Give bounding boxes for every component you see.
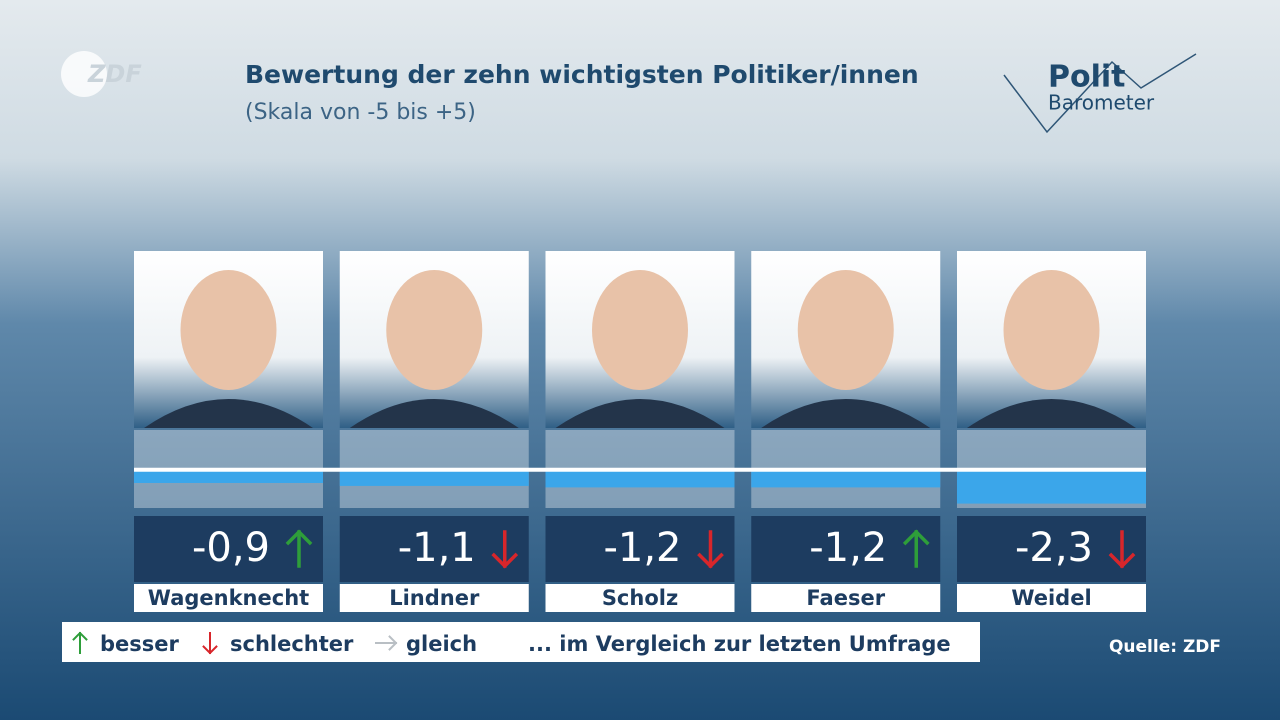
legend-label: schlechter	[230, 632, 354, 656]
source: Quelle: ZDF	[1109, 637, 1221, 657]
logo-circle	[61, 51, 107, 97]
value-box	[957, 516, 1146, 582]
value-box	[134, 516, 323, 582]
trend-arrow	[202, 632, 218, 655]
category-label: Scholz	[602, 586, 678, 610]
trend-arrow	[72, 631, 88, 654]
portrait-head	[592, 270, 688, 390]
legend-label: gleich	[406, 632, 477, 656]
legend-box	[62, 622, 980, 662]
name-box	[957, 584, 1146, 612]
category-label: Wagenknecht	[148, 586, 309, 610]
name-box	[545, 584, 735, 612]
trend-arrow	[491, 530, 519, 569]
portrait-shoulders	[761, 399, 931, 428]
category-label: Lindner	[389, 586, 480, 610]
arrow-head	[1108, 552, 1136, 569]
trend-arrow	[1108, 530, 1136, 569]
bar	[957, 469, 1146, 504]
bar	[339, 469, 529, 486]
legend: besser schlechter gleich ... im Vergleich z…	[72, 631, 951, 656]
trend-arrow	[285, 529, 313, 568]
category-label: Faeser	[806, 586, 885, 610]
portrait-head	[386, 270, 483, 390]
brand-title: Polit	[1048, 60, 1126, 95]
name-box	[751, 584, 941, 612]
value-box	[545, 516, 735, 582]
portrait-shoulders	[349, 399, 519, 428]
name-box	[134, 584, 323, 612]
portrait-shoulders	[144, 399, 313, 428]
trend-arrow	[697, 530, 724, 569]
portrait-shoulders	[555, 399, 725, 428]
cards: -0,9 Wagenknecht -1,1 Lindner -1,2 Scholz -1,2…	[134, 251, 1146, 612]
arrow-head	[202, 645, 218, 655]
trend-arrow	[375, 635, 398, 651]
value-label: -1,2	[603, 525, 681, 571]
brand-subtitle: Barometer	[1048, 91, 1155, 115]
legend-label: besser	[100, 632, 180, 656]
value-box	[339, 516, 529, 582]
portrait-head	[797, 270, 894, 390]
arrow-head	[285, 529, 313, 546]
arrow-head	[697, 552, 724, 569]
bar	[134, 469, 323, 483]
legend-note: ... im Vergleich zur letzten Umfrage	[528, 632, 951, 656]
brand-line	[1003, 53, 1197, 134]
arrow-head	[388, 635, 398, 651]
value-label: -2,3	[1015, 525, 1093, 571]
bar	[545, 469, 735, 488]
value-label: -1,2	[809, 525, 887, 571]
trend-arrow	[902, 529, 930, 568]
value-box	[751, 516, 941, 582]
arrow-head	[491, 552, 519, 569]
value-label: -1,1	[398, 525, 476, 571]
name-box	[339, 584, 529, 612]
arrow-head	[902, 529, 930, 546]
value-label: -0,9	[192, 525, 270, 571]
chart-title: Bewertung der zehn wichtigsten Politiker…	[245, 60, 919, 89]
bar	[751, 469, 941, 488]
portrait-head	[1003, 270, 1100, 390]
chart-subtitle: (Skala von -5 bis +5)	[245, 100, 476, 125]
category-label: Weidel	[1011, 586, 1091, 610]
portrait-shoulders	[967, 399, 1136, 428]
logo: ZDF	[87, 60, 142, 88]
portrait-head	[180, 270, 277, 390]
arrow-head	[72, 631, 88, 641]
